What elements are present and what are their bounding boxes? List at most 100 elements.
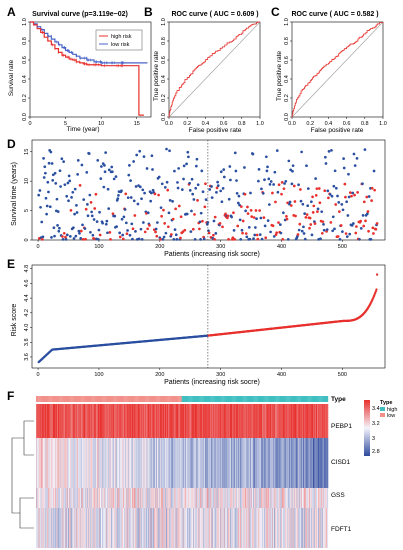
heatmap-type-cell [195, 396, 197, 402]
heatmap-cell-cisd1 [147, 438, 148, 488]
heatmap-cell-pebp1 [132, 404, 134, 438]
heatmap-cell-fdft1 [49, 508, 51, 548]
heatmap-cell-pebp1 [196, 404, 198, 438]
alive-patient-point [185, 212, 189, 216]
alive-patient-point [149, 191, 153, 195]
alive-patient-point [97, 228, 101, 232]
heatmap-type-cell [44, 396, 46, 402]
heatmap-cell-gss [169, 488, 170, 508]
heatmap-cell-gss [130, 488, 132, 508]
heatmap-type-cell [171, 396, 173, 402]
heatmap-cell-pebp1 [95, 404, 97, 438]
heatmap-cell-gss [130, 488, 132, 508]
alive-patient-point [75, 211, 79, 214]
heatmap-cell-cisd1 [55, 438, 57, 488]
heatmap-cell-cisd1 [59, 438, 60, 488]
heatmap-cell-fdft1 [97, 508, 99, 548]
heatmap-cell-cisd1 [171, 438, 173, 488]
heatmap-cell-gss [225, 488, 227, 508]
alive-patient-point [363, 148, 367, 151]
heatmap-cell-gss [205, 488, 207, 508]
alive-patient-point [324, 162, 328, 165]
alive-patient-point [44, 196, 48, 200]
heatmap-cell-pebp1 [292, 404, 294, 438]
heatmap-cell-cisd1 [133, 438, 135, 488]
heatmap-cell-pebp1 [323, 404, 325, 438]
heatmap-cell-cisd1 [102, 438, 103, 488]
heatmap-cell-pebp1 [302, 404, 304, 438]
heatmap-cell-gss [85, 488, 87, 508]
heatmap-cell-cisd1 [50, 438, 52, 488]
alive-patient-point [192, 198, 196, 201]
heatmap-type-cell [288, 396, 290, 402]
heatmap-cell-fdft1 [52, 508, 54, 548]
alive-patient-point [188, 189, 192, 192]
alive-patient-point [261, 192, 265, 195]
heatmap-cell-gss [274, 488, 276, 508]
dead-patient-point [313, 222, 317, 226]
heatmap-cell-fdft1 [296, 508, 298, 548]
heatmap-type-cell [222, 396, 224, 402]
heatmap-cell-fdft1 [159, 508, 160, 548]
heatmap-cell-pebp1 [233, 404, 235, 438]
heatmap-cell-gss [53, 488, 55, 508]
heatmap-cell-pebp1 [36, 404, 38, 438]
alive-patient-point [176, 186, 180, 190]
heatmap-cell-fdft1 [118, 508, 120, 548]
heatmap-cell-pebp1 [259, 404, 261, 438]
heatmap-cell-gss [207, 488, 209, 508]
heatmap-cell-pebp1 [269, 404, 271, 438]
heatmap-cell-cisd1 [187, 438, 189, 488]
heatmap-cell-pebp1 [237, 404, 239, 438]
heatmap-cell-fdft1 [146, 508, 147, 548]
heatmap-type-cell [304, 396, 306, 402]
heatmap-cell-cisd1 [214, 438, 216, 488]
roc-c-ylabel: True positive rate [276, 51, 283, 101]
heatmap-type-cell [327, 396, 329, 402]
heatmap-type-cell [46, 396, 48, 402]
roc-b-ytick-label: 0.0 [161, 113, 167, 121]
heatmap-cell-cisd1 [163, 438, 165, 488]
heatmap-cell-gss [199, 488, 201, 508]
heatmap-type-cell [53, 396, 55, 402]
heatmap-cell-pebp1 [64, 404, 66, 438]
heatmap-type-cell [193, 396, 194, 402]
risk-score-ytick-label: 3.8 [24, 338, 30, 346]
alive-patient-point [279, 231, 283, 235]
heatmap-type-cell [156, 396, 157, 402]
heatmap-cell-pebp1 [226, 404, 228, 438]
dead-patient-point [311, 211, 315, 214]
heatmap-cell-gss [156, 488, 157, 508]
heatmap-cell-fdft1 [42, 508, 44, 548]
heatmap-cell-fdft1 [206, 508, 208, 548]
dead-patient-point [131, 227, 135, 231]
heatmap-cell-cisd1 [47, 438, 48, 488]
roc-b-frame [168, 21, 261, 118]
heatmap-cell-fdft1 [315, 508, 317, 548]
heatmap-cell-gss [95, 488, 97, 508]
heatmap-cell-gss [255, 488, 256, 508]
heatmap-cell-pebp1 [55, 404, 57, 438]
heatmap-cell-cisd1 [150, 438, 152, 488]
heatmap-cell-gss [244, 488, 246, 508]
heatmap-cell-gss [216, 488, 218, 508]
heatmap-cell-pebp1 [86, 404, 88, 438]
heatmap-cell-cisd1 [74, 438, 76, 488]
heatmap-cell-gss [161, 488, 163, 508]
dead-patient-point [344, 232, 348, 235]
heatmap-cell-pebp1 [139, 404, 141, 438]
heatmap-cell-gss [281, 488, 283, 508]
heatmap-cell-gss [175, 488, 177, 508]
alive-patient-point [238, 218, 242, 222]
heatmap-cell-gss [303, 488, 305, 508]
heatmap-cell-cisd1 [73, 438, 75, 488]
roc-c-xtick-label: 0.6 [343, 121, 351, 127]
heatmap-cell-cisd1 [229, 438, 231, 488]
alive-patient-point [254, 226, 257, 229]
alive-patient-point [235, 179, 238, 182]
heatmap-cell-gss [188, 488, 189, 508]
heatmap-cell-fdft1 [80, 508, 82, 548]
heatmap-type-cell [216, 396, 218, 402]
heatmap-type-cell [300, 396, 302, 402]
heatmap-cell-cisd1 [82, 438, 83, 488]
